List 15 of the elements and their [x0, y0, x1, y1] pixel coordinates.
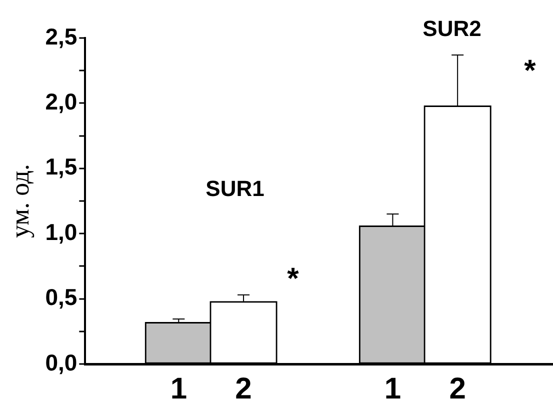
- annotation: *: [287, 262, 300, 296]
- x-tick-label: 2: [449, 372, 466, 406]
- x-tick-label: 1: [384, 372, 402, 406]
- annotation: SUR1: [206, 176, 264, 202]
- x-tick-label: 2: [235, 372, 252, 406]
- y-tick-label: 0,0: [45, 349, 78, 376]
- annotation: SUR2: [422, 16, 482, 42]
- annotation: *: [524, 54, 536, 88]
- y-tick-label: 2,0: [45, 88, 78, 115]
- y-tick-label: 1,0: [45, 218, 78, 245]
- y-axis-title: ум. од.: [5, 164, 34, 238]
- y-tick-label: 1,5: [45, 154, 78, 180]
- y-tick-label: 0,5: [45, 284, 78, 310]
- x-tick-label: 1: [170, 372, 187, 406]
- y-tick-label: 2,5: [45, 23, 78, 50]
